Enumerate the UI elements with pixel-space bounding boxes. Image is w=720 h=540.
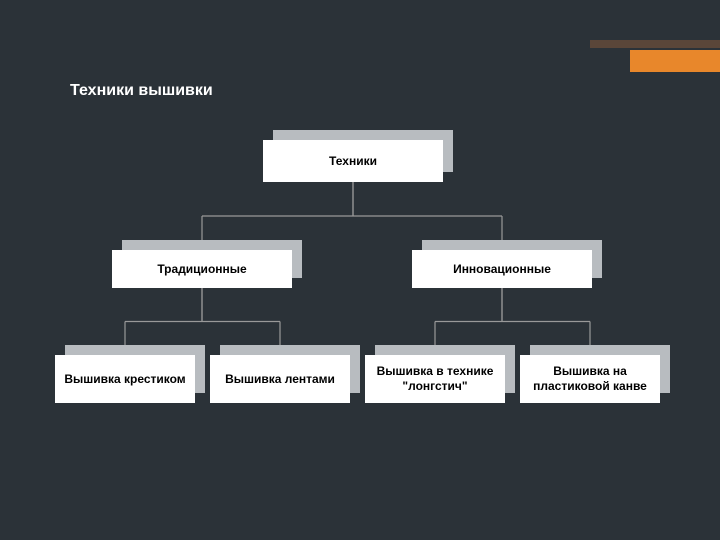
tree-connectors xyxy=(55,140,675,460)
slide-title: Техники вышивки xyxy=(70,82,213,100)
tree-node-cross: Вышивка крестиком xyxy=(55,355,195,403)
tree-node-innov: Инновационные xyxy=(412,250,592,288)
accent-bar-shadow xyxy=(590,40,720,48)
tree-node-trad: Традиционные xyxy=(112,250,292,288)
tree-diagram: Техники Традиционные Инновационные Вышивка … xyxy=(55,140,675,460)
tree-node-ribbon: Вышивка лентами xyxy=(210,355,350,403)
tree-node-longstitch: Вышивка в технике "лонгстич" xyxy=(365,355,505,403)
accent-bar xyxy=(630,50,720,72)
tree-node-root: Техники xyxy=(263,140,443,182)
tree-node-plastic: Вышивка на пластиковой канве xyxy=(520,355,660,403)
